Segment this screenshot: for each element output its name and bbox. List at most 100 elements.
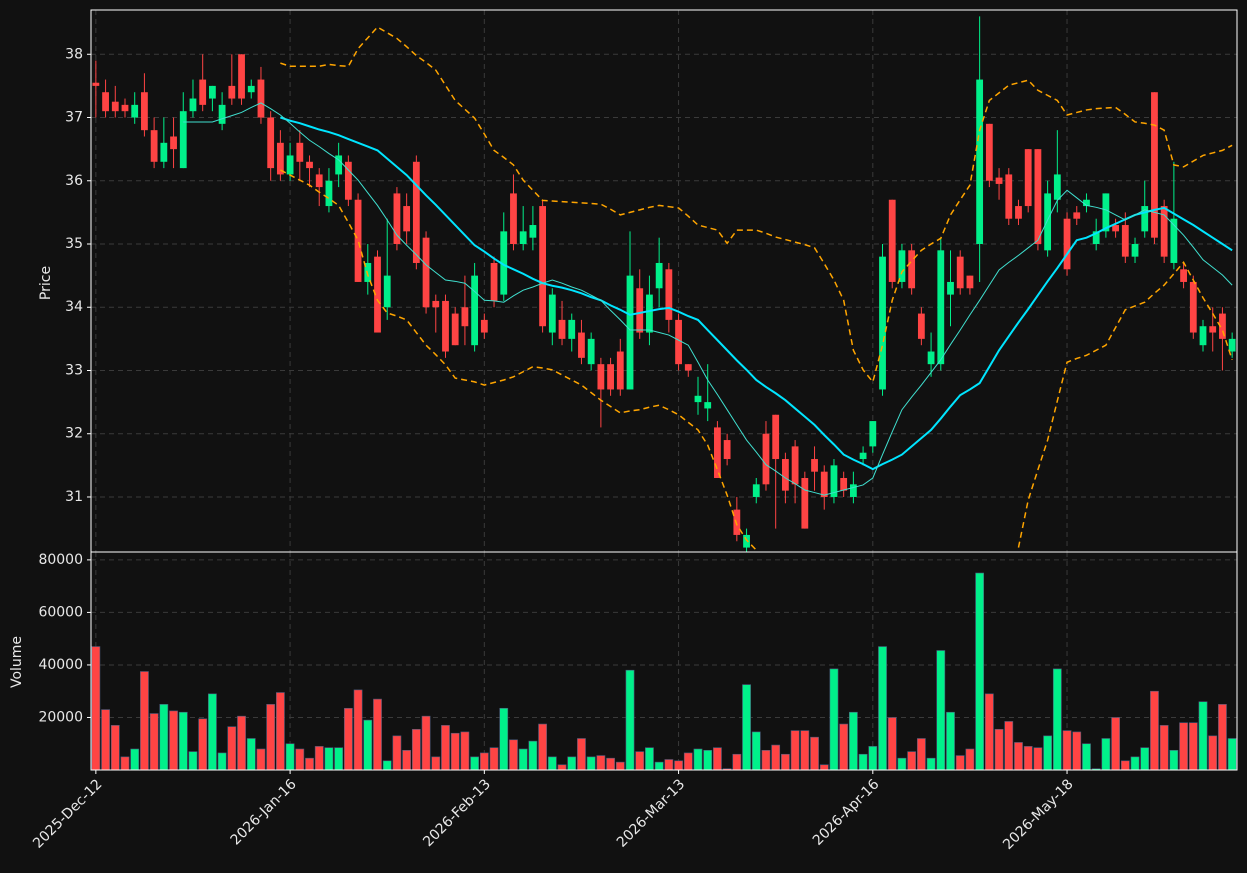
candle-body [743, 534, 750, 548]
volume-bar [489, 747, 499, 771]
marks-layer [91, 16, 1237, 771]
candle-body [597, 364, 605, 390]
volume-bar [1082, 743, 1091, 771]
volume-bar [1101, 738, 1111, 771]
volume-bar [188, 751, 198, 771]
volume-bar [285, 743, 295, 771]
candle-body [1053, 174, 1061, 200]
candle-body [335, 155, 343, 175]
candle-body [500, 231, 508, 295]
candle-body [655, 262, 663, 289]
candle-body [1219, 313, 1226, 339]
candle-body [578, 332, 585, 358]
candle-body [325, 180, 333, 207]
volume-bar [557, 764, 567, 771]
candle-body [985, 123, 993, 181]
volume-bar [1227, 738, 1237, 771]
candle-body [296, 142, 304, 162]
volume-bar [693, 748, 703, 771]
candle-body [1044, 193, 1052, 251]
candle-body [859, 452, 867, 460]
candle-body [976, 79, 984, 245]
candle-body [170, 136, 177, 150]
candle-body [879, 256, 886, 390]
candle-body [1209, 326, 1217, 333]
candle-body [869, 421, 877, 447]
volume-bar [470, 756, 479, 771]
candle-body [247, 85, 255, 93]
candle-body [121, 104, 129, 112]
volume-bar [450, 732, 460, 771]
volume-axis-label: Volume [9, 636, 25, 688]
candle-body [636, 288, 644, 333]
volume-bar [1188, 722, 1198, 771]
volume-bar [635, 751, 645, 771]
volume-bar [460, 731, 470, 771]
volume-bar [441, 725, 450, 771]
candle-body [141, 92, 148, 131]
y-tick-label: 20000 [38, 709, 83, 725]
candle-body [374, 256, 381, 333]
volume-bar [732, 753, 742, 771]
candle-body [568, 319, 576, 339]
volume-bar [392, 735, 402, 771]
candle-body [471, 275, 479, 346]
candle-body [587, 338, 595, 365]
volume-bar [518, 748, 528, 771]
lines-layer [183, 26, 1233, 551]
volume-bar [664, 759, 674, 771]
volume-bar [237, 715, 246, 771]
volume-bar [266, 704, 276, 771]
candle-body [762, 433, 770, 485]
volume-bar [431, 756, 441, 771]
candle-body [1160, 206, 1168, 257]
volume-bar [353, 689, 363, 771]
volume-bar [577, 738, 586, 771]
volume-bar [91, 646, 101, 771]
volume-bar [295, 748, 305, 771]
volume-bar [1052, 668, 1062, 771]
candle-body [548, 294, 556, 333]
candle-body [995, 177, 1003, 184]
volume-bar [751, 731, 761, 771]
candle-body [927, 351, 935, 365]
candle-body [451, 313, 459, 346]
candle-body [1180, 269, 1187, 282]
volume-bar [596, 755, 606, 771]
volume-bar [343, 707, 353, 771]
volume-bar [373, 698, 382, 771]
y-tick-label: 35 [65, 236, 83, 252]
candle-body [1102, 193, 1110, 232]
volume-bar [120, 756, 130, 771]
volume-frame [90, 551, 1238, 771]
candle-body [403, 206, 411, 232]
candle-body [966, 275, 974, 289]
volume-bar [217, 752, 227, 771]
volume-bar [615, 761, 625, 771]
volume-bar [742, 684, 751, 771]
volume-bar [538, 723, 547, 771]
candle-body [714, 427, 721, 479]
candle-body [607, 364, 614, 390]
price-axis-label: Price [38, 266, 54, 300]
volume-bar [1043, 735, 1052, 771]
candle-body [723, 440, 731, 460]
volume-bar [771, 744, 781, 771]
volume-bar [645, 747, 654, 771]
candle-body [432, 300, 440, 308]
y-tick-label: 33 [65, 362, 83, 378]
volume-bar [130, 748, 140, 771]
candle-body [684, 364, 692, 371]
volume-bar [1198, 701, 1208, 771]
volume-bar [975, 572, 985, 771]
volume-bar [227, 726, 237, 771]
candle-body [694, 395, 702, 403]
candle-body [111, 101, 119, 112]
candle-body [665, 269, 673, 320]
volume-bar [382, 760, 392, 771]
candle-body [704, 402, 712, 409]
volume-bar [149, 713, 159, 771]
candle-body [189, 98, 197, 112]
candle-body [383, 275, 391, 308]
